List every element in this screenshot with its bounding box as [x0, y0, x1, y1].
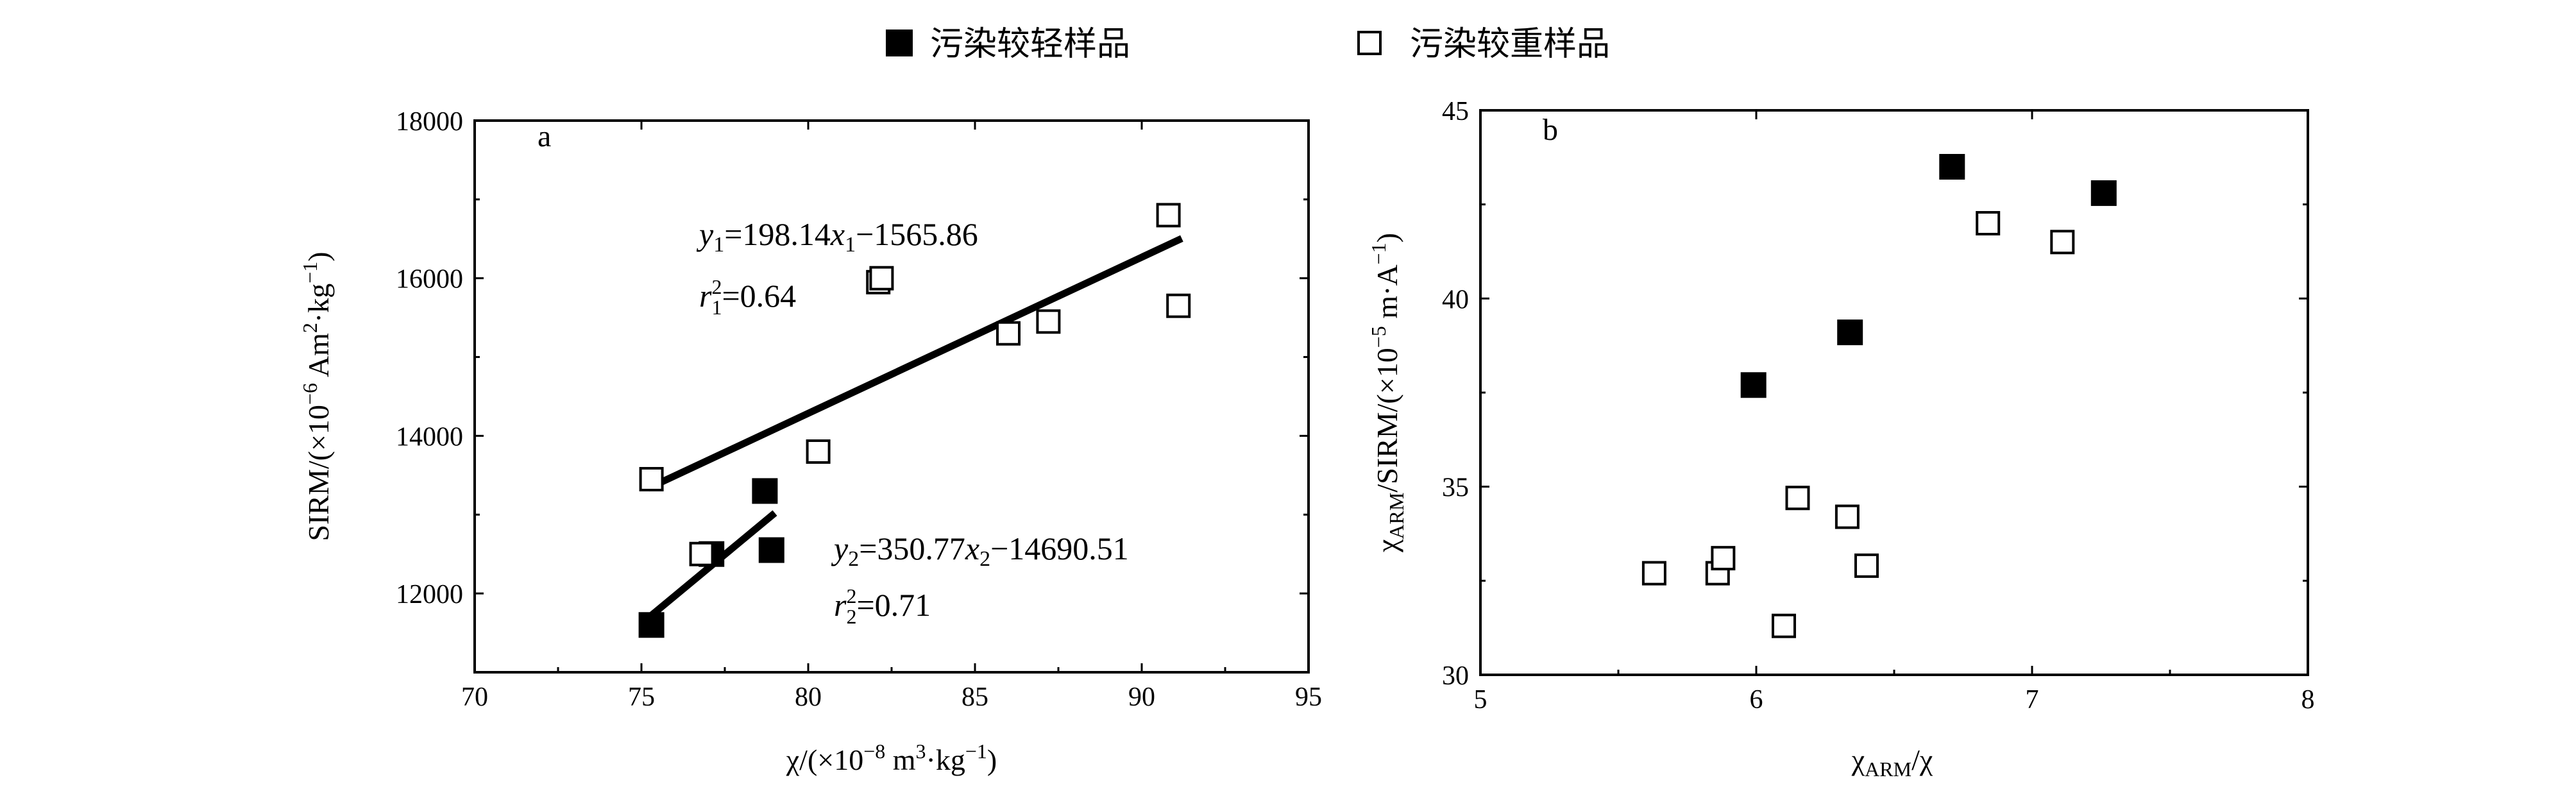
data-point-heavy: [1835, 504, 1860, 529]
panel-label-b: b: [1543, 113, 1558, 147]
data-point-heavy: [1156, 203, 1181, 228]
plot-frame-b: [1479, 109, 2309, 676]
data-point-heavy: [1785, 486, 1810, 511]
data-point-light: [1740, 372, 1767, 398]
data-point-heavy: [869, 266, 894, 291]
x-tick-label: 8: [2301, 685, 2315, 715]
data-point-light: [752, 478, 778, 504]
y-tick-label: 45: [1442, 97, 1469, 126]
x-tick-label: 90: [1128, 683, 1155, 712]
data-point-heavy: [996, 321, 1021, 346]
y-tick-label: 35: [1442, 473, 1469, 503]
y-axis-label-b: χARM/SIRM/(×10−5 m·A−1): [1367, 233, 1408, 553]
data-point-light: [638, 612, 665, 638]
x-tick-label: 7: [2026, 685, 2039, 715]
y-tick-label: 12000: [396, 580, 463, 609]
data-point-heavy: [1711, 546, 1736, 571]
axis-ticks-a: 70 75 80 85 90 95 12000 14000 16000 18000: [396, 107, 1322, 712]
panel-label-a: a: [538, 119, 551, 153]
data-point-heavy: [806, 439, 831, 464]
data-point-light: [2090, 180, 2117, 207]
data-point-light: [1939, 154, 1965, 180]
y-tick-label: 30: [1442, 661, 1469, 691]
data-point-light: [1837, 319, 1863, 346]
y-tick-label: 40: [1442, 285, 1469, 314]
data-point-heavy: [1854, 553, 1879, 578]
legend-marker-open: [1357, 31, 1382, 55]
y-tick-label: 18000: [396, 107, 463, 137]
data-point-heavy: [2050, 230, 2075, 255]
data-point-heavy: [689, 541, 714, 566]
data-point-heavy: [1976, 211, 2001, 235]
data-points-b: [1641, 154, 2117, 638]
chart-panel-b: 5 6 7 8 30 35 40 45 b χARM/χ χARM/SIRM/(×10−5 m…: [1367, 97, 2315, 781]
y-tick-label: 16000: [396, 265, 463, 294]
legend: 污染较轻样品 污染较重样品: [886, 25, 1610, 64]
x-tick-label: 5: [1474, 685, 1487, 715]
fit-line-1: [647, 235, 1183, 492]
fit-r2-2: r2 2=0.71: [834, 584, 931, 628]
legend-label-light: 污染较轻样品: [930, 25, 1130, 64]
data-point-heavy: [1166, 293, 1191, 318]
data-point-heavy: [639, 467, 664, 491]
data-point-light: [758, 537, 784, 563]
legend-label-heavy: 污染较重样品: [1410, 25, 1610, 64]
y-tick-label: 14000: [396, 422, 463, 452]
data-point-heavy: [1772, 613, 1796, 638]
y-axis-label-a: SIRM/(×10−6 Am2·kg−1): [298, 251, 335, 541]
x-tick-label: 95: [1295, 683, 1322, 712]
axis-ticks-b: 5 6 7 8 30 35 40 45: [1442, 97, 2315, 715]
x-tick-label: 80: [795, 683, 822, 712]
fit-equation-1: y1=198.14x1−1565.86: [696, 216, 978, 257]
fit-equation-2: y2=350.77x2−14690.51: [831, 530, 1129, 571]
data-point-heavy: [1036, 309, 1061, 334]
x-axis-label-a: χ/(×10−8 m3·kg−1): [786, 740, 997, 776]
chart-panel-a: 70 75 80 85 90 95 12000 14000 16000 18000 a y1=19…: [298, 107, 1322, 776]
x-tick-label: 85: [962, 683, 988, 712]
fit-r2-1: r2 1=0.64: [699, 275, 796, 319]
data-point-heavy: [1641, 561, 1666, 586]
x-tick-label: 70: [461, 683, 488, 712]
data-points-a: [638, 203, 1191, 638]
x-tick-label: 6: [1750, 685, 1763, 715]
x-tick-label: 75: [628, 683, 655, 712]
legend-marker-filled: [886, 30, 913, 56]
x-axis-label-b: χARM/χ: [1851, 743, 1933, 781]
